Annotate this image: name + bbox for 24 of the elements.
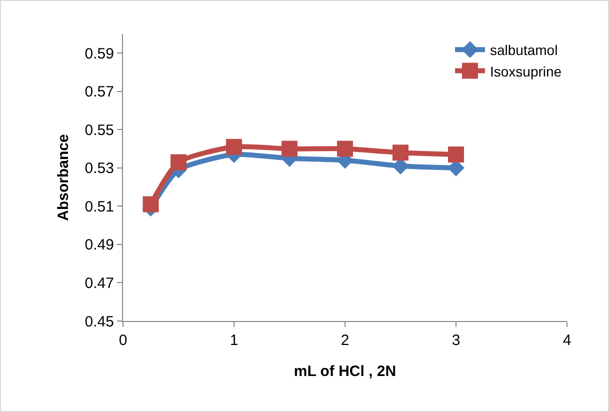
point (337, 140, 353, 157)
y-tick-label: 0.59 (84, 45, 114, 62)
x-tick-label: 1 (230, 332, 238, 349)
x-tick-label: 2 (340, 332, 350, 349)
y-axis-title: Absorbance (55, 134, 72, 221)
y-tick-label: 0.57 (84, 84, 114, 101)
point (142, 196, 159, 212)
legend-label: salbutamol (490, 42, 558, 58)
legend-label: Isoxsuprine (490, 63, 562, 80)
x-axis-title: mL of HCl , 2N (294, 363, 396, 380)
point (392, 144, 408, 161)
y-tick-label: 0.53 (84, 160, 114, 178)
y-tick-label: 0.49 (84, 236, 114, 254)
y-tick-label: 0.45 (84, 313, 114, 330)
y-tick-label: 0.51 (84, 198, 114, 216)
x-tick-label: 0 (118, 332, 128, 349)
point (448, 146, 464, 163)
x-tick-label: 3 (452, 332, 460, 349)
x-tick-label: 4 (562, 332, 572, 349)
y-tick-label: 0.47 (84, 274, 114, 292)
point (226, 138, 242, 155)
y-tick-label: 0.55 (84, 122, 114, 139)
point (170, 154, 186, 170)
point (282, 140, 298, 157)
